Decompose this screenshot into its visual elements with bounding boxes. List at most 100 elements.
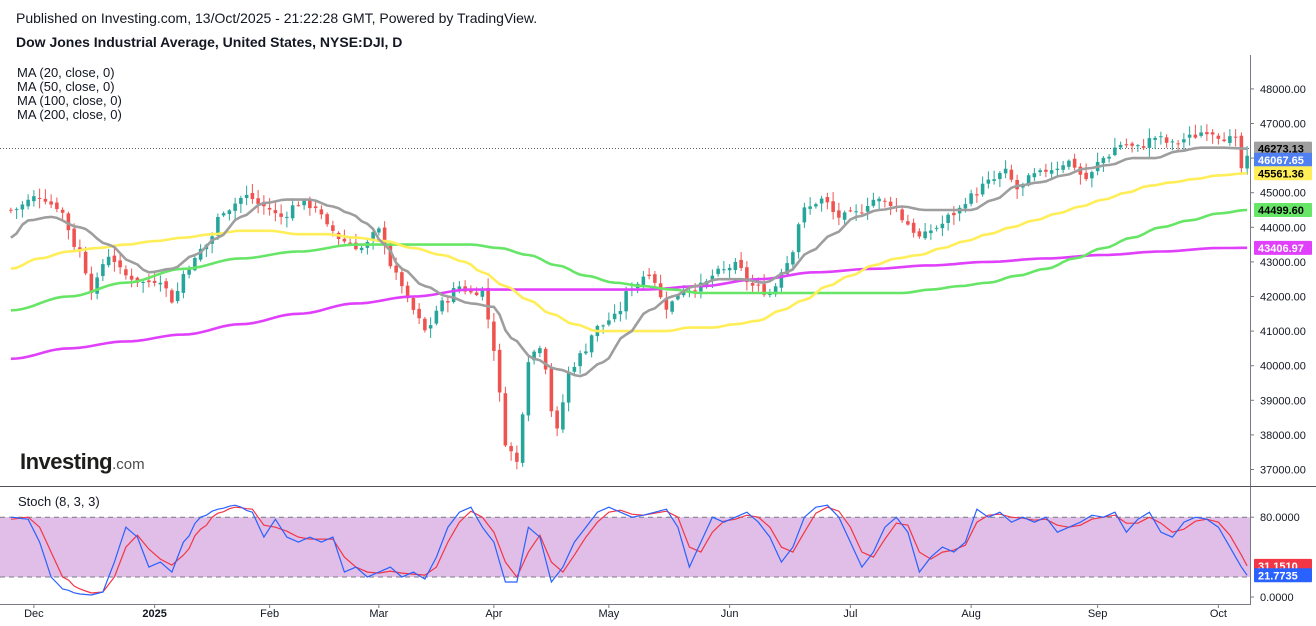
candle-body bbox=[952, 212, 956, 216]
candle-body bbox=[589, 335, 594, 353]
candle-body bbox=[503, 393, 508, 446]
candle-body bbox=[49, 201, 53, 205]
ma200-label[interactable]: MA (200, close, 0) bbox=[17, 107, 122, 122]
ma100-price-tag: 44499.60 bbox=[1258, 205, 1304, 217]
candle-body bbox=[1026, 175, 1031, 186]
candle-body bbox=[233, 203, 237, 211]
logo-suffix: .com bbox=[112, 456, 145, 473]
candle-body bbox=[405, 285, 410, 299]
candle-body bbox=[411, 297, 416, 310]
ma20-label[interactable]: MA (20, close, 0) bbox=[17, 65, 115, 80]
candle-body bbox=[106, 256, 111, 266]
candle-body bbox=[664, 299, 669, 310]
candle-body bbox=[1176, 143, 1180, 145]
ma20-price-tag: 46273.13 bbox=[1258, 144, 1304, 156]
candle-body bbox=[428, 325, 433, 329]
price-tick-label: 39000.00 bbox=[1260, 395, 1306, 407]
candle-body bbox=[1153, 137, 1157, 140]
candle-body bbox=[975, 194, 979, 196]
candle-body bbox=[112, 255, 117, 262]
candle-body bbox=[124, 269, 128, 276]
price-tick-label: 41000.00 bbox=[1260, 326, 1306, 338]
candle-body bbox=[147, 280, 151, 283]
price-tick-label: 48000.00 bbox=[1260, 84, 1306, 96]
ma50-label[interactable]: MA (50, close, 0) bbox=[17, 79, 115, 94]
candle-body bbox=[198, 248, 203, 260]
candle-body bbox=[250, 192, 255, 200]
candle-body bbox=[1182, 139, 1186, 143]
last-price-tag: 46067.65 bbox=[1258, 155, 1304, 167]
candle-body bbox=[969, 193, 973, 204]
candle-body bbox=[607, 320, 611, 325]
candle-body bbox=[888, 201, 893, 206]
candle-body bbox=[532, 351, 536, 361]
candle-body bbox=[1032, 173, 1037, 178]
ma100-label[interactable]: MA (100, close, 0) bbox=[17, 93, 122, 108]
candle-body bbox=[14, 209, 19, 211]
candle-body bbox=[181, 274, 186, 293]
symbol-title: Dow Jones Industrial Average, United Sta… bbox=[16, 34, 403, 50]
candle-body bbox=[26, 199, 30, 207]
candle-body bbox=[980, 183, 985, 195]
candle-body bbox=[785, 263, 789, 275]
candle-body bbox=[549, 368, 554, 412]
candle-body bbox=[681, 291, 686, 296]
candle-body bbox=[796, 224, 801, 253]
candle-body bbox=[394, 265, 398, 273]
ma50-price-tag-bg bbox=[1254, 166, 1312, 181]
candle-body bbox=[917, 231, 922, 237]
candle-body bbox=[750, 282, 755, 286]
candle-body bbox=[72, 228, 76, 247]
stoch-label[interactable]: Stoch (8, 3, 3) bbox=[18, 494, 100, 509]
candle-body bbox=[561, 402, 565, 430]
candle-body bbox=[779, 272, 784, 288]
candle-body bbox=[1118, 144, 1123, 148]
candle-body bbox=[526, 362, 531, 416]
candle-body bbox=[946, 214, 950, 223]
candle-body bbox=[118, 260, 122, 268]
candle-body bbox=[1216, 135, 1221, 139]
price-tick-label: 47000.00 bbox=[1260, 119, 1306, 131]
candle-body bbox=[1222, 139, 1226, 142]
candle-body bbox=[739, 259, 743, 269]
candle-body bbox=[1090, 172, 1094, 179]
candle-body bbox=[141, 282, 145, 284]
ma50-price-tag: 45561.36 bbox=[1258, 168, 1304, 180]
candle-body bbox=[9, 209, 13, 211]
candle-body bbox=[733, 261, 738, 271]
candle-body bbox=[1055, 168, 1060, 170]
candle-body bbox=[175, 291, 180, 302]
candle-body bbox=[865, 205, 870, 212]
candle-body bbox=[377, 228, 381, 233]
candle-body bbox=[998, 172, 1002, 180]
candle-body bbox=[267, 207, 272, 210]
candle-body bbox=[1210, 132, 1215, 135]
candle-body bbox=[653, 274, 657, 283]
candle-body bbox=[658, 283, 663, 298]
candle-body bbox=[1124, 144, 1129, 146]
candle-body bbox=[1233, 136, 1238, 138]
candle-body bbox=[129, 275, 134, 280]
candle-body bbox=[359, 247, 364, 251]
candle-body bbox=[388, 245, 393, 267]
candle-body bbox=[1113, 147, 1117, 156]
candle-body bbox=[716, 268, 720, 275]
candle-body bbox=[60, 209, 65, 213]
candle-body bbox=[555, 410, 559, 429]
candle-body bbox=[877, 198, 881, 202]
candle-body bbox=[543, 348, 548, 370]
stoch-tick-label: 80.0000 bbox=[1260, 512, 1300, 524]
time-tick-label: May bbox=[598, 608, 619, 620]
candle-body bbox=[791, 252, 795, 265]
candle-body bbox=[572, 366, 577, 372]
stoch-band bbox=[0, 517, 1250, 578]
ma200-price-tag: 43406.97 bbox=[1258, 243, 1304, 255]
candle-body bbox=[1187, 134, 1192, 138]
axes: 37000.00 38000.00 39000.00 40000.00 41000.00… bbox=[0, 55, 1316, 620]
price-tick-label: 42000.00 bbox=[1260, 292, 1306, 304]
candle-body bbox=[1239, 135, 1244, 169]
price-tick-label: 45000.00 bbox=[1260, 188, 1306, 200]
candle-body bbox=[313, 206, 318, 209]
